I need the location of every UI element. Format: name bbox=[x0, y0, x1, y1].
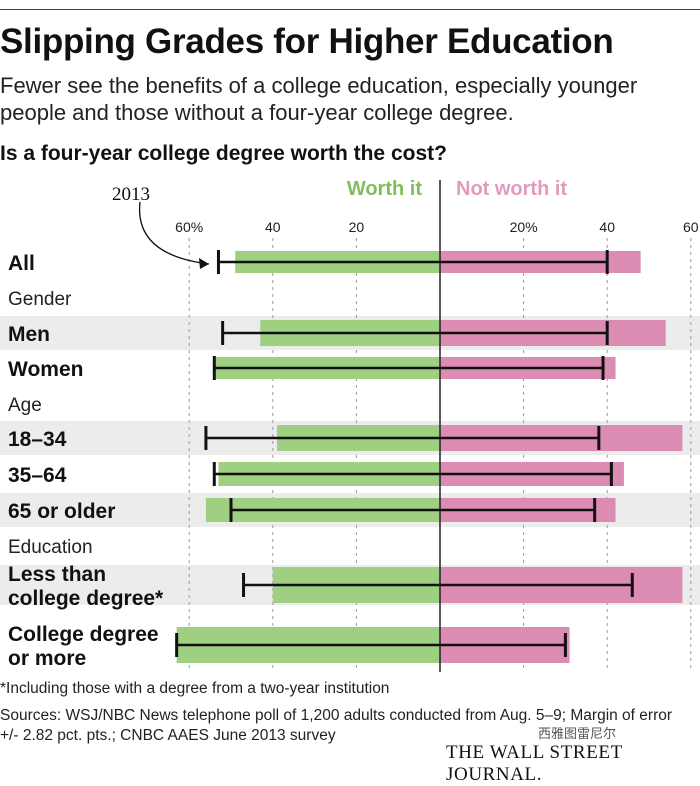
group-label: Age bbox=[8, 395, 42, 416]
x-tick-label: 60% bbox=[175, 219, 203, 235]
x-tick-label: 60 bbox=[683, 219, 699, 235]
wsj-logo: THE WALL STREET JOURNAL. bbox=[446, 742, 623, 785]
group-label: Gender bbox=[8, 289, 72, 310]
category-label: 18–34 bbox=[8, 428, 67, 451]
x-tick-label: 40 bbox=[265, 219, 281, 235]
footnote: *Including those with a degree from a tw… bbox=[0, 680, 390, 697]
wechat-watermark: 西雅图雷尼尔 bbox=[538, 726, 617, 741]
category-label: College degree or more bbox=[8, 623, 159, 670]
legend-not-worth-it: Not worth it bbox=[456, 178, 567, 200]
top-rule bbox=[0, 9, 700, 10]
sources-note: Sources: WSJ/NBC News telephone poll of … bbox=[0, 707, 673, 744]
annotation-arrowhead bbox=[199, 258, 209, 269]
legend-worth-it: Worth it bbox=[347, 178, 423, 200]
category-label: Less than college degree* bbox=[8, 563, 164, 610]
chart-question: Is a four-year college degree worth the … bbox=[0, 142, 447, 165]
group-label: Education bbox=[8, 537, 93, 558]
x-tick-label: 20 bbox=[349, 219, 365, 235]
category-label: Women bbox=[8, 358, 83, 381]
category-label: All bbox=[8, 252, 35, 275]
chart-title: Slipping Grades for Higher Education bbox=[0, 22, 614, 61]
category-label: 65 or older bbox=[8, 500, 115, 523]
annotation-2013: 2013 bbox=[112, 184, 150, 205]
x-tick-label: 40 bbox=[599, 219, 615, 235]
diverging-bar-chart: All Gender Men Women Age 18–34 35–64 65 or olde… bbox=[0, 178, 700, 672]
chart-subtitle: Fewer see the benefits of a college educ… bbox=[0, 73, 638, 125]
category-label: Men bbox=[8, 323, 50, 346]
annotation-arrow bbox=[138, 201, 210, 265]
x-tick-label: 20% bbox=[510, 219, 538, 235]
category-label: 35–64 bbox=[8, 464, 67, 487]
